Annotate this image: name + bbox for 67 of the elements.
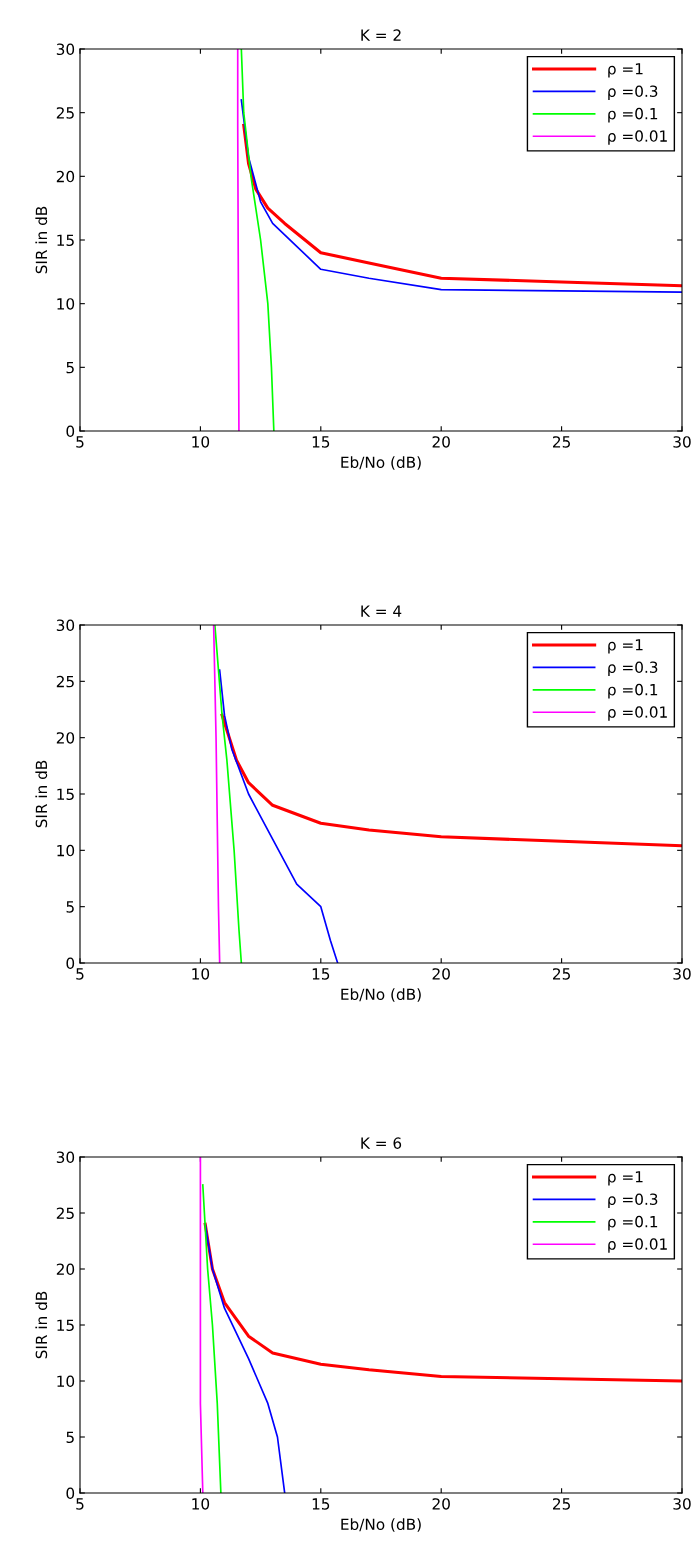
chart-title: K = 6 bbox=[361, 1137, 402, 1149]
legend-label: ρ =0.01 bbox=[608, 1238, 667, 1253]
y-axis-title: SIR in dB bbox=[35, 1291, 48, 1359]
chart-title: K = 4 bbox=[361, 605, 402, 617]
y-tick-label: 10 bbox=[57, 298, 75, 310]
y-tick-label: 20 bbox=[56, 732, 75, 744]
y-tick-label: 30 bbox=[56, 1151, 75, 1164]
y-axis-title: SIR in dB bbox=[35, 206, 48, 274]
legend-label: ρ =0.3 bbox=[608, 661, 658, 676]
legend-label: ρ =0.1 bbox=[608, 1215, 658, 1231]
y-tick-label: 0 bbox=[66, 425, 75, 438]
x-tick-label: 5 bbox=[76, 436, 84, 448]
x-axis-title: Eb/No (dB) bbox=[341, 1518, 421, 1532]
y-tick-label: 15 bbox=[57, 1319, 74, 1332]
x-axis-title: Eb/No (dB) bbox=[341, 456, 421, 470]
x-tick-label: 20 bbox=[432, 1498, 450, 1510]
line-series bbox=[212, 625, 221, 963]
x-tick-label: 10 bbox=[192, 968, 210, 980]
legend-label: ρ =0.1 bbox=[608, 683, 658, 699]
x-tick-label: 20 bbox=[432, 968, 450, 980]
line-series bbox=[218, 669, 339, 963]
line-series bbox=[201, 1184, 222, 1493]
x-tick-label: 5 bbox=[76, 1498, 84, 1510]
legend-label: ρ =0.3 bbox=[608, 1193, 658, 1208]
legend-label: ρ =1 bbox=[608, 1171, 643, 1186]
line-series bbox=[214, 625, 243, 963]
y-tick-label: 0 bbox=[66, 957, 75, 970]
y-tick-label: 25 bbox=[56, 107, 74, 119]
y-tick-label: 10 bbox=[57, 1375, 75, 1388]
legend-label: ρ =1 bbox=[608, 63, 643, 78]
chart-title: K = 2 bbox=[361, 29, 401, 41]
y-tick-label: 15 bbox=[57, 234, 74, 247]
x-tick-label: 5 bbox=[76, 968, 84, 980]
y-tick-label: 20 bbox=[56, 1263, 75, 1276]
x-tick-label: 25 bbox=[553, 1498, 570, 1510]
line-series bbox=[242, 123, 682, 288]
line-series bbox=[240, 49, 275, 431]
y-tick-label: 20 bbox=[56, 170, 75, 183]
x-tick-label: 25 bbox=[553, 436, 570, 448]
y-axis-title: SIR in dB bbox=[35, 760, 48, 828]
y-tick-label: 5 bbox=[66, 362, 74, 374]
legend-label: ρ =1 bbox=[608, 639, 643, 654]
x-tick-label: 10 bbox=[192, 436, 210, 448]
y-tick-label: 5 bbox=[66, 1431, 74, 1444]
line-series bbox=[240, 99, 682, 294]
y-tick-label: 0 bbox=[66, 1487, 75, 1500]
x-tick-label: 30 bbox=[673, 436, 691, 448]
x-tick-label: 15 bbox=[312, 436, 330, 448]
x-tick-label: 10 bbox=[192, 1498, 210, 1510]
legend-label: ρ =0.3 bbox=[608, 85, 658, 100]
y-tick-label: 5 bbox=[66, 901, 74, 913]
y-tick-label: 30 bbox=[56, 619, 75, 632]
y-tick-label: 15 bbox=[57, 788, 74, 801]
y-tick-label: 25 bbox=[56, 675, 74, 688]
x-tick-label: 20 bbox=[432, 436, 450, 448]
x-tick-label: 15 bbox=[312, 1498, 330, 1510]
x-tick-label: 30 bbox=[673, 968, 691, 980]
x-tick-label: 15 bbox=[312, 968, 330, 980]
x-axis-title: Eb/No (dB) bbox=[341, 988, 421, 1002]
legend-label: ρ =0.1 bbox=[608, 107, 658, 123]
x-tick-label: 30 bbox=[673, 1498, 691, 1510]
y-tick-label: 10 bbox=[57, 844, 75, 857]
legend-label: ρ =0.01 bbox=[608, 130, 667, 145]
y-tick-label: 25 bbox=[56, 1207, 74, 1220]
legend-label: ρ =0.01 bbox=[608, 706, 667, 721]
y-tick-label: 30 bbox=[56, 43, 75, 56]
x-tick-label: 25 bbox=[553, 968, 570, 980]
